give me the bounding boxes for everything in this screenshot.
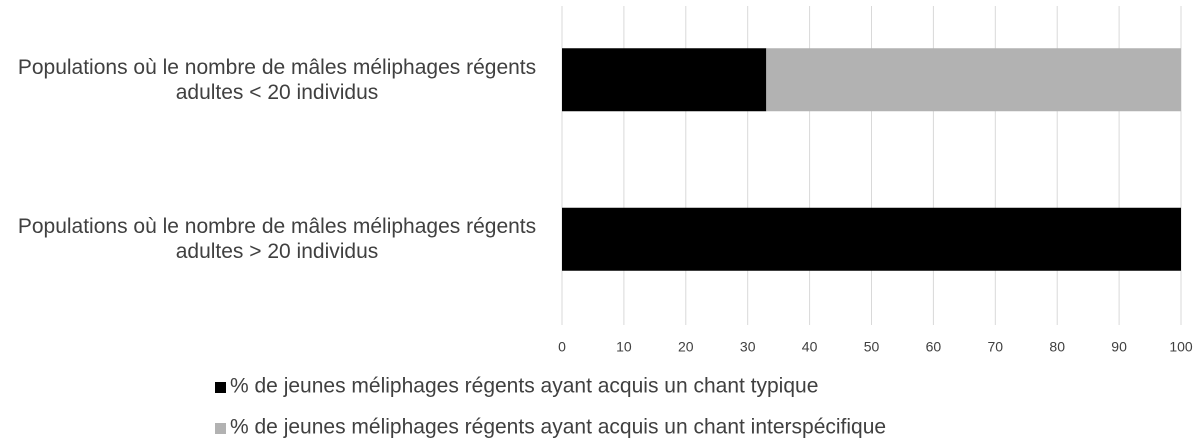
x-tick-label: 90 xyxy=(1111,339,1127,355)
y-tick-label: Populations où le nombre de mâles méliph… xyxy=(17,55,537,104)
x-tick-label: 40 xyxy=(802,339,818,355)
x-tick-label: 70 xyxy=(988,339,1004,355)
legend-swatch xyxy=(215,423,226,434)
x-tick-label: 50 xyxy=(864,339,880,355)
bar-segment xyxy=(562,48,767,112)
legend-label: % de jeunes méliphages régents ayant acq… xyxy=(230,375,818,398)
x-tick-label: 100 xyxy=(1169,339,1193,355)
x-tick-label: 20 xyxy=(678,339,694,355)
y-tick-label: Populations où le nombre de mâles méliph… xyxy=(17,215,537,264)
x-tick-label: 60 xyxy=(926,339,942,355)
legend-label: % de jeunes méliphages régents ayant acq… xyxy=(230,416,886,439)
bar-segment xyxy=(562,207,1181,271)
x-tick-label: 30 xyxy=(740,339,756,355)
bar-segment xyxy=(766,48,1181,112)
x-tick-label: 0 xyxy=(558,339,566,355)
x-tick-label: 10 xyxy=(616,339,632,355)
legend-swatch xyxy=(215,382,226,393)
x-tick-label: 80 xyxy=(1049,339,1065,355)
